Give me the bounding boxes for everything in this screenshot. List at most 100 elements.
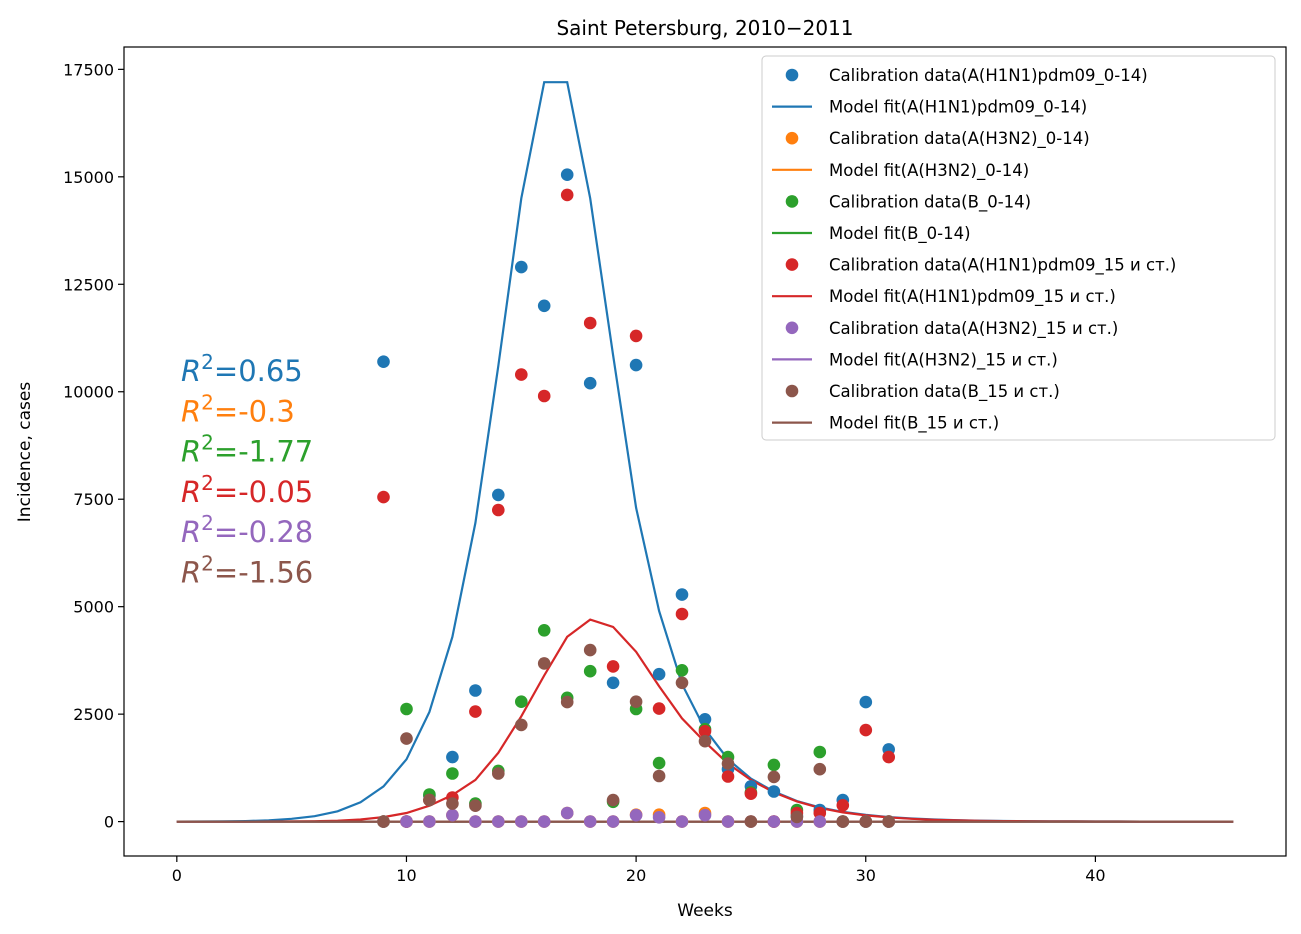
r2-annotations: R2=0.65R2=-0.3R2=-1.77R2=-0.05R2=-0.28R2… [181,350,313,590]
data-point-calibration-data-a-h1n1-pdm09-15 [721,770,735,783]
data-point-calibration-data-a-h1n1-pdm09-15 [377,490,390,504]
legend-label: Model fit(A(H3N2)_15 и ст.) [829,350,1058,370]
legend-label: Model fit(A(H1N1)pdm09_15 и ст.) [829,287,1116,307]
data-point-calibration-data-a-h1n1-pdm09-0-14 [469,684,482,697]
data-point-calibration-data-b-15 [698,734,712,748]
data-point-calibration-data-a-h3n2-15 [469,815,482,828]
data-point-calibration-data-a-h1n1-pdm09-0-14 [859,695,873,709]
data-point-calibration-data-b-0-14 [446,767,459,780]
data-point-calibration-data-b-15 [859,815,873,828]
x-tick-label: 40 [1085,866,1105,885]
data-point-calibration-data-a-h1n1-pdm09-15 [469,705,482,718]
y-axis: 0 2500 5000 7500 10000 12500 15000 17500 [63,60,124,832]
data-point-calibration-data-a-h1n1-pdm09-15 [744,787,758,800]
data-point-calibration-data-b-15 [606,793,620,807]
data-point-calibration-data-b-0-14 [400,702,413,716]
data-point-calibration-data-a-h3n2-15 [629,808,643,822]
legend-label: Calibration data(B_15 и ст.) [829,382,1060,402]
data-point-calibration-data-b-15 [790,810,804,824]
data-point-calibration-data-b-15 [836,815,850,828]
data-point-calibration-data-a-h1n1-pdm09-15 [492,503,505,517]
data-point-calibration-data-a-h3n2-15 [583,815,597,828]
x-tick-label: 0 [172,866,182,885]
data-point-calibration-data-b-15 [813,762,827,776]
data-point-calibration-data-a-h1n1-pdm09-15 [859,723,873,737]
y-tick-label: 7500 [73,490,114,509]
data-point-calibration-data-a-h1n1-pdm09-0-14 [537,299,551,313]
legend-label: Calibration data(B_0-14) [829,192,1031,212]
legend-frame [761,55,1276,441]
legend-label: Calibration data(A(H1N1)pdm09_0-14) [829,66,1148,86]
data-point-calibration-data-b-15 [629,695,643,708]
data-point-calibration-data-a-h1n1-pdm09-15 [836,799,850,812]
data-point-calibration-data-a-h3n2-15 [537,815,551,828]
data-point-calibration-data-a-h1n1-pdm09-0-14 [583,376,597,390]
data-point-calibration-data-a-h1n1-pdm09-15 [882,750,895,764]
legend-label: Calibration data(A(H3N2)_0-14) [829,129,1090,149]
data-point-calibration-data-b-15 [652,769,666,783]
data-point-calibration-data-b-0-14 [537,624,551,637]
legend-marker-calibration-data-a-h3n2-15 [785,321,799,335]
data-point-calibration-data-a-h1n1-pdm09-0-14 [606,676,620,690]
data-point-calibration-data-a-h3n2-15 [446,808,459,822]
r2-annotation: R2=0.65 [181,350,303,388]
data-point-calibration-data-b-15 [515,718,528,732]
data-point-calibration-data-a-h3n2-15 [492,815,505,828]
r2-annotation: R2=-0.3 [181,390,295,428]
legend-label: Model fit(B_15 и ст.) [829,414,999,434]
x-tick-label: 20 [626,866,646,885]
legend-marker-calibration-data-b-0-14 [785,195,799,208]
data-point-calibration-data-b-15 [744,815,758,828]
data-point-calibration-data-b-15 [675,676,689,690]
data-point-calibration-data-a-h3n2-15 [560,806,574,820]
data-point-calibration-data-a-h1n1-pdm09-0-14 [629,358,643,372]
y-tick-label: 12500 [63,275,114,294]
data-point-calibration-data-a-h1n1-pdm09-0-14 [652,667,666,681]
legend-marker-calibration-data-a-h3n2-0-14 [785,131,799,145]
legend-marker-calibration-data-a-h1n1-pdm09-0-14 [785,68,799,82]
data-point-calibration-data-a-h1n1-pdm09-0-14 [560,168,574,181]
data-point-calibration-data-b-15 [377,815,390,828]
data-point-calibration-data-b-15 [560,695,574,709]
data-point-calibration-data-a-h3n2-15 [813,815,827,828]
r2-annotation: R2=-0.28 [181,511,313,549]
data-point-calibration-data-a-h1n1-pdm09-0-14 [515,260,528,274]
data-point-calibration-data-b-0-14 [813,745,827,759]
data-point-calibration-data-a-h3n2-15 [423,815,436,828]
data-point-calibration-data-b-15 [423,793,436,807]
legend-label: Calibration data(A(H3N2)_15 и ст.) [829,319,1118,339]
data-point-calibration-data-a-h1n1-pdm09-15 [698,725,712,738]
data-point-calibration-data-b-0-14 [583,664,597,678]
data-point-calibration-data-a-h1n1-pdm09-0-14 [446,750,459,764]
x-axis-label: Weeks [677,901,733,921]
legend-label: Calibration data(A(H1N1)pdm09_15 и ст.) [829,256,1176,276]
data-point-calibration-data-a-h3n2-15 [652,811,666,824]
chart-title: Saint Petersburg, 2010−2011 [556,16,853,40]
legend: Calibration data(A(H1N1)pdm09_0-14) Model… [761,55,1276,441]
data-point-calibration-data-a-h1n1-pdm09-15 [560,188,574,202]
data-point-calibration-data-a-h3n2-15 [606,815,620,828]
data-point-calibration-data-b-15 [767,770,781,784]
r2-annotation: R2=-1.77 [181,431,313,469]
y-tick-label: 2500 [73,705,114,724]
data-point-calibration-data-b-15 [400,732,413,745]
data-point-calibration-data-a-h1n1-pdm09-0-14 [767,785,781,798]
data-point-calibration-data-a-h3n2-15 [721,815,735,828]
data-point-calibration-data-b-0-14 [652,756,666,770]
data-point-calibration-data-a-h3n2-15 [675,815,689,828]
data-point-calibration-data-b-0-14 [515,695,528,708]
y-tick-label: 0 [104,813,114,832]
data-point-calibration-data-a-h3n2-15 [767,815,781,828]
data-point-calibration-data-b-15 [583,643,597,657]
data-point-calibration-data-a-h1n1-pdm09-15 [515,368,528,381]
data-point-calibration-data-a-h3n2-15 [515,815,528,828]
data-point-calibration-data-b-0-14 [675,664,689,677]
legend-label: Model fit(A(H1N1)pdm09_0-14) [829,98,1087,118]
data-point-calibration-data-b-15 [469,799,482,812]
data-point-calibration-data-a-h1n1-pdm09-15 [629,329,643,343]
r2-annotation: R2=-0.05 [181,471,313,509]
data-point-calibration-data-a-h3n2-15 [400,815,413,828]
legend-entries: Calibration data(A(H1N1)pdm09_0-14) Model… [772,66,1176,434]
legend-marker-calibration-data-b-15 [785,384,799,398]
